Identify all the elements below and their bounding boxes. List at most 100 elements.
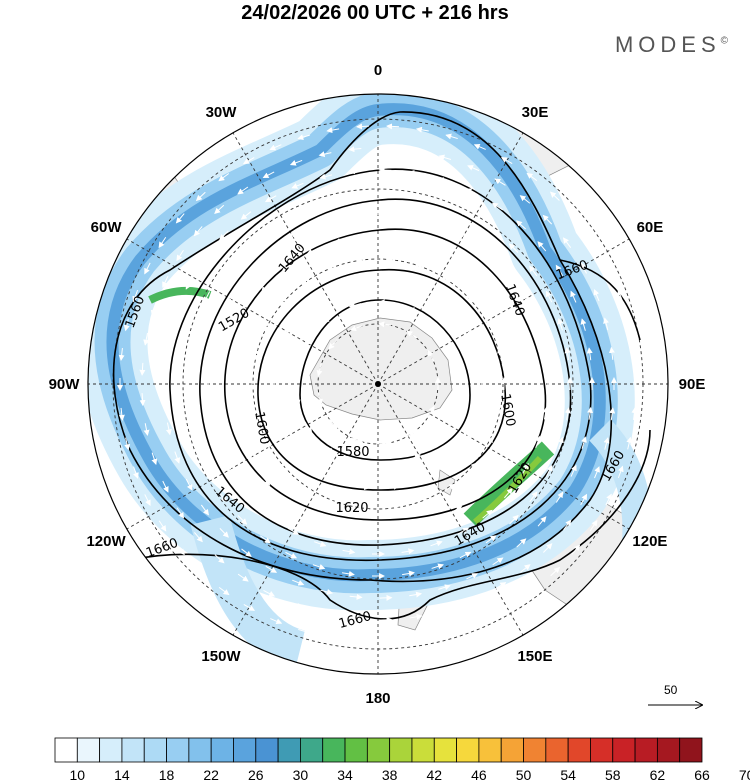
wind-arrow: [334, 524, 348, 531]
wind-arrow: [227, 463, 235, 476]
wind-speed-shading: [88, 94, 653, 670]
colorbar-cell: [344, 737, 368, 763]
wind-arrow: [207, 348, 214, 362]
wind-arrow: [319, 173, 333, 180]
wind-arrow: [445, 133, 458, 140]
colorbar-cell: [523, 737, 547, 763]
contour-label: 1660: [337, 609, 373, 632]
wind-arrow: [450, 505, 463, 514]
contour-1600: [257, 268, 507, 491]
chart-title: 24/02/2026 00 UTC + 216 hrs: [241, 2, 509, 24]
wind-arrow: [304, 421, 312, 434]
wind-arrow: [605, 261, 612, 274]
contour-label: 1600: [497, 392, 518, 427]
colorbar-tick-label: 30: [293, 767, 309, 782]
wind-arrow: [259, 535, 271, 544]
wind-arrow: [307, 513, 320, 521]
colorbar-tick-label: 54: [560, 767, 576, 782]
wind-arrow: [481, 249, 493, 259]
wind-arrow: [467, 295, 477, 306]
wind-arrow: [263, 249, 274, 259]
wind-arrow: [174, 451, 181, 464]
wind-arrow: [304, 301, 315, 310]
wind-arrow: [631, 406, 638, 420]
wind-arrow: [580, 262, 588, 274]
wind-arrow: [263, 509, 275, 519]
wind-arrow: [378, 299, 392, 306]
wind-arrow: [243, 488, 253, 499]
wind-arrow: [185, 347, 192, 361]
meridian-line: [232, 132, 379, 385]
contour-label: 1640: [502, 282, 527, 318]
wind-arrow: [406, 429, 418, 438]
wind-arrow: [259, 224, 271, 233]
wind-arrow: [467, 462, 477, 473]
colorbar-cell: [255, 737, 279, 763]
wind-arrow: [243, 604, 256, 611]
brand-text: MODES: [614, 32, 721, 57]
wind-arrow: [192, 437, 199, 450]
wind-vectors: [117, 123, 639, 645]
wind-arrow: [356, 506, 370, 513]
wind-arrow: [349, 593, 363, 600]
colorbar-tick-label: 50: [516, 767, 532, 782]
colorbar-cell: [233, 737, 257, 763]
wind-arrow: [144, 262, 151, 275]
wind-arrow: [631, 347, 638, 361]
wind-arrow: [482, 509, 493, 519]
colorbar-cell: [166, 737, 190, 763]
longitude-label: 90E: [679, 376, 706, 393]
wind-arrow: [521, 292, 529, 305]
wind-arrow: [263, 437, 270, 449]
wind-arrow: [473, 143, 486, 150]
wind-arrow: [139, 362, 146, 376]
wind-arrow: [401, 191, 415, 198]
wind-arrow: [386, 255, 400, 262]
wind-arrow: [279, 295, 289, 306]
wind-arrow: [570, 290, 577, 303]
wind-arrow: [286, 434, 295, 447]
wind-arrow: [581, 436, 587, 449]
wind-arrow: [349, 460, 363, 467]
colorbar-cell: [121, 737, 145, 763]
wind-arrow: [243, 269, 253, 281]
wind-arrow: [393, 234, 407, 241]
wind-arrow: [466, 573, 479, 580]
colorbar-tick-label: 46: [471, 767, 487, 782]
wind-arrow: [586, 347, 593, 361]
wind-arrow: [270, 618, 283, 625]
wind-arrow: [320, 588, 334, 595]
colorbar-cell: [210, 737, 234, 763]
wind-arrow: [356, 638, 370, 645]
colorbar-tick-label: 66: [694, 767, 710, 782]
wind-arrow: [378, 321, 392, 328]
wind-arrow: [218, 586, 230, 596]
wind-arrow: [348, 302, 362, 309]
wind-arrow: [287, 527, 300, 535]
wind-arrow: [261, 282, 270, 293]
wind-arrow: [195, 191, 206, 202]
contour-1640b: [169, 168, 592, 562]
wind-arrow: [252, 347, 259, 361]
wind-arrow: [292, 579, 305, 586]
wind-arrow: [563, 519, 572, 531]
wind-arrow: [350, 325, 363, 332]
wind-arrow: [326, 127, 340, 134]
longitude-label: 60E: [637, 219, 664, 236]
wind-arrow: [261, 475, 271, 486]
wind-arrow: [203, 465, 211, 478]
colorbar-cell: [277, 737, 301, 763]
coast-tasmania: [437, 469, 456, 496]
wind-arrow: [519, 347, 526, 361]
wind-arrow: [215, 320, 221, 333]
wind-arrow: [227, 293, 235, 306]
wind-arrow: [275, 348, 281, 362]
wind-arrow: [571, 212, 580, 224]
wind-arrow: [415, 126, 429, 133]
wind-arrow: [564, 407, 571, 421]
contour-1620: [224, 228, 547, 521]
colorbar-cell: [567, 737, 591, 763]
wind-arrow: [416, 498, 430, 505]
polar-map: 1560164015201660164016001600158016201620…: [49, 62, 706, 740]
wind-arrow: [269, 144, 282, 151]
